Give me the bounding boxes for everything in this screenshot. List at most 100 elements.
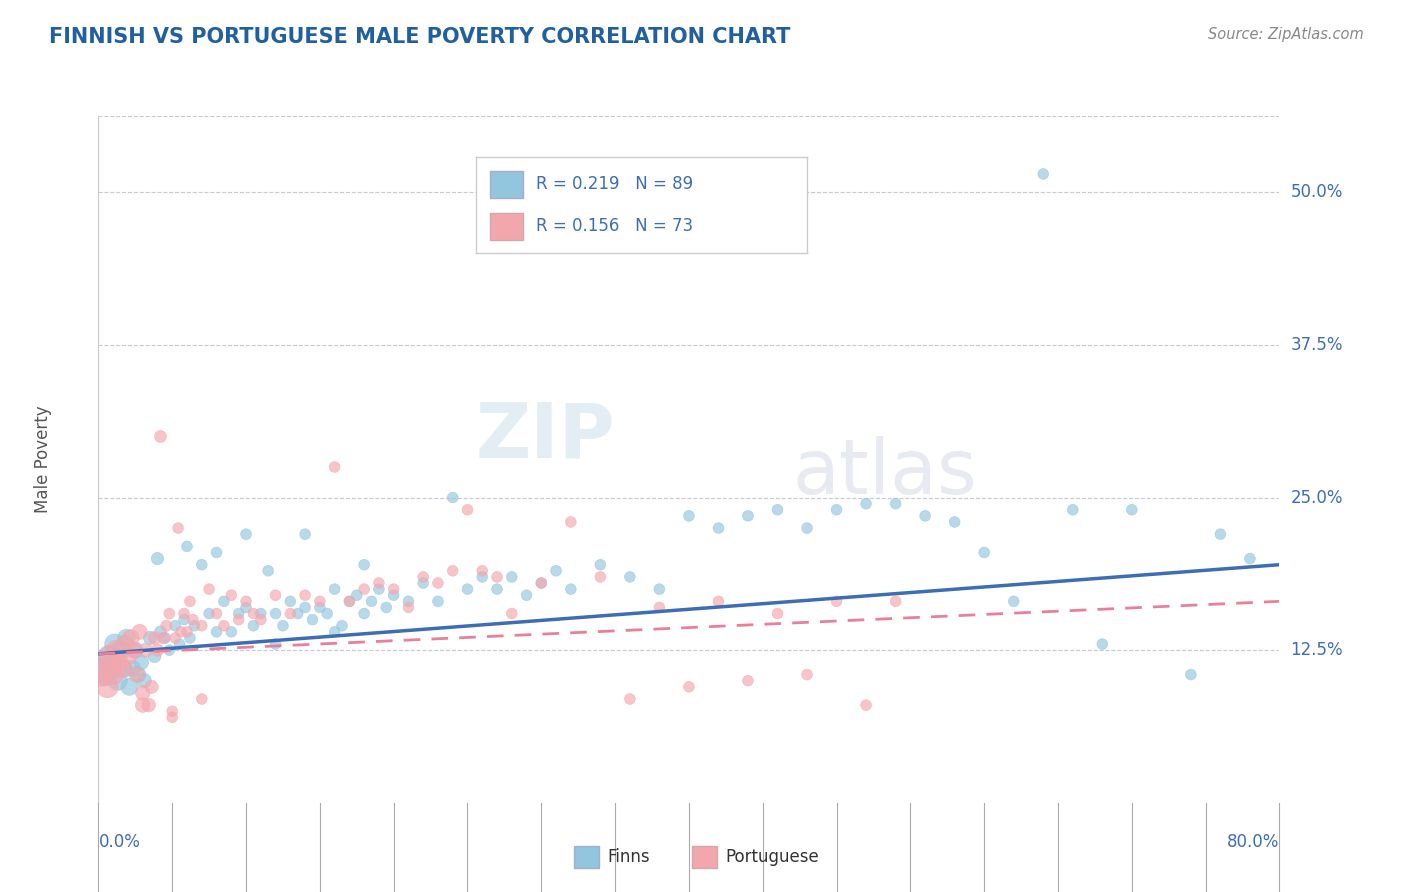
- Point: [179, 594, 201, 608]
- Point: [323, 582, 346, 596]
- Point: [173, 613, 195, 627]
- Point: [228, 607, 250, 621]
- Point: [139, 631, 162, 645]
- Text: Male Poverty: Male Poverty: [34, 406, 52, 513]
- Point: [242, 607, 264, 621]
- Point: [360, 594, 382, 608]
- Point: [619, 692, 641, 706]
- Point: [589, 558, 612, 572]
- Point: [707, 521, 730, 535]
- Point: [737, 673, 759, 688]
- Point: [796, 667, 818, 681]
- Point: [205, 624, 228, 639]
- Point: [914, 508, 936, 523]
- Point: [191, 558, 214, 572]
- Point: [176, 624, 198, 639]
- Point: [219, 588, 243, 602]
- Point: [250, 607, 273, 621]
- Point: [94, 667, 117, 681]
- Point: [117, 649, 139, 664]
- Point: [441, 564, 464, 578]
- Point: [427, 576, 450, 591]
- Point: [100, 656, 122, 670]
- Point: [1121, 502, 1143, 516]
- Point: [149, 624, 172, 639]
- Point: [173, 607, 195, 621]
- Point: [471, 570, 494, 584]
- Bar: [489, 213, 523, 240]
- Point: [98, 649, 121, 664]
- Point: [368, 582, 391, 596]
- Point: [309, 594, 332, 608]
- Point: [198, 582, 221, 596]
- Text: Portuguese: Portuguese: [725, 848, 820, 866]
- Point: [471, 564, 494, 578]
- Point: [91, 661, 114, 675]
- Point: [486, 570, 509, 584]
- Point: [368, 576, 391, 591]
- Point: [155, 619, 177, 633]
- Point: [170, 624, 193, 639]
- Point: [205, 545, 228, 559]
- Point: [546, 564, 568, 578]
- Point: [162, 704, 183, 718]
- Point: [766, 607, 789, 621]
- Point: [153, 631, 176, 645]
- Text: Finns: Finns: [607, 848, 650, 866]
- Text: 80.0%: 80.0%: [1227, 833, 1279, 851]
- Point: [191, 692, 214, 706]
- Point: [1180, 667, 1202, 681]
- Point: [353, 558, 375, 572]
- Point: [138, 698, 160, 712]
- Point: [501, 607, 523, 621]
- Point: [501, 570, 523, 584]
- Text: 0.0%: 0.0%: [98, 833, 141, 851]
- Point: [678, 508, 700, 523]
- Point: [375, 600, 398, 615]
- Point: [382, 582, 405, 596]
- Point: [353, 582, 375, 596]
- Point: [441, 491, 464, 505]
- Point: [264, 588, 287, 602]
- Point: [427, 594, 450, 608]
- Point: [97, 649, 120, 664]
- Point: [294, 588, 316, 602]
- Point: [382, 588, 405, 602]
- Point: [1209, 527, 1232, 541]
- Point: [120, 631, 142, 645]
- Point: [143, 649, 166, 664]
- Point: [134, 673, 156, 688]
- Point: [330, 619, 353, 633]
- Point: [396, 594, 419, 608]
- Point: [278, 594, 302, 608]
- Point: [191, 619, 214, 633]
- Point: [146, 551, 169, 566]
- Point: [589, 570, 612, 584]
- Point: [412, 576, 434, 591]
- Point: [183, 619, 205, 633]
- Text: 12.5%: 12.5%: [1291, 641, 1343, 659]
- Point: [353, 607, 375, 621]
- Point: [132, 698, 155, 712]
- Point: [167, 521, 190, 535]
- Point: [678, 680, 700, 694]
- Point: [124, 643, 146, 657]
- Point: [169, 637, 191, 651]
- Point: [884, 594, 907, 608]
- Point: [825, 502, 848, 516]
- Point: [486, 582, 509, 596]
- Point: [1091, 637, 1114, 651]
- Point: [346, 588, 368, 602]
- Point: [118, 680, 141, 694]
- Text: 37.5%: 37.5%: [1291, 336, 1343, 354]
- Point: [219, 624, 243, 639]
- Point: [316, 607, 339, 621]
- Point: [235, 600, 257, 615]
- Point: [141, 680, 163, 694]
- Point: [165, 631, 187, 645]
- Point: [648, 582, 671, 596]
- Point: [110, 643, 132, 657]
- Point: [264, 637, 287, 651]
- Point: [456, 582, 478, 596]
- Point: [127, 667, 149, 681]
